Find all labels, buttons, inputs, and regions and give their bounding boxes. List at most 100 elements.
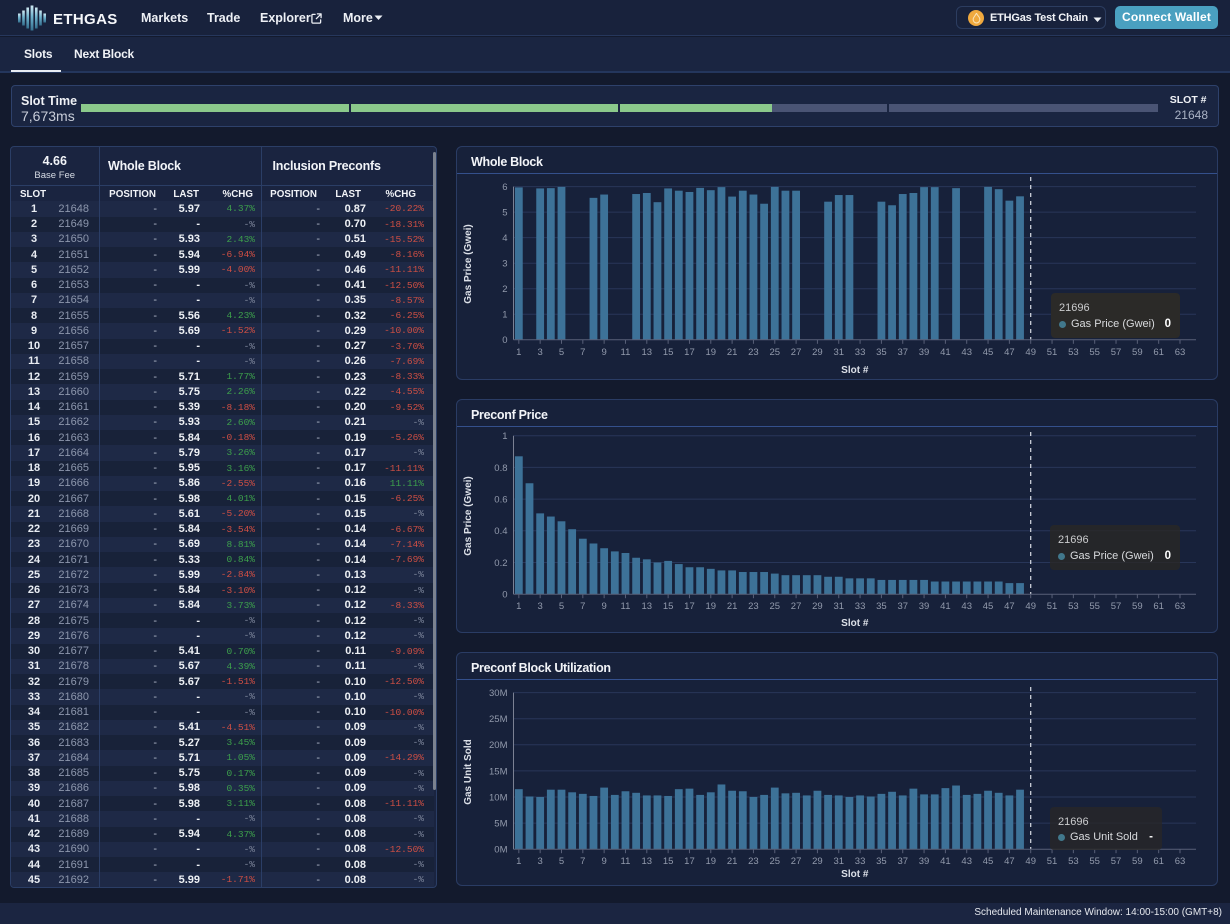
svg-text:47: 47 [1004,601,1015,612]
svg-text:15: 15 [663,601,674,612]
svg-text:55: 55 [1089,347,1100,358]
svg-text:11: 11 [621,856,631,867]
svg-text:31: 31 [833,347,844,358]
svg-text:11: 11 [621,601,631,612]
svg-text:3: 3 [538,347,543,358]
svg-text:29: 29 [812,856,823,867]
svg-text:9: 9 [601,347,606,358]
svg-text:41: 41 [940,601,951,612]
svg-text:5: 5 [502,208,507,219]
svg-text:25: 25 [769,601,780,612]
svg-text:33: 33 [855,601,866,612]
svg-text:21: 21 [727,601,738,612]
svg-text:5: 5 [559,347,564,358]
svg-text:63: 63 [1175,856,1186,867]
svg-text:1: 1 [516,601,521,612]
svg-text:31: 31 [833,856,844,867]
svg-text:19: 19 [706,347,717,358]
svg-text:61: 61 [1153,347,1164,358]
svg-text:7: 7 [580,856,585,867]
svg-text:0: 0 [502,335,507,346]
svg-text:21: 21 [727,856,738,867]
svg-text:1: 1 [516,856,521,867]
svg-text:63: 63 [1175,601,1186,612]
svg-text:33: 33 [855,347,866,358]
svg-text:23: 23 [748,601,759,612]
svg-text:4: 4 [502,233,507,244]
svg-text:15: 15 [663,347,674,358]
svg-text:45: 45 [983,856,994,867]
svg-text:49: 49 [1025,856,1036,867]
svg-text:45: 45 [983,601,994,612]
svg-text:35: 35 [876,347,887,358]
svg-text:43: 43 [961,601,972,612]
svg-text:20M: 20M [489,740,508,751]
svg-text:3: 3 [538,601,543,612]
svg-text:55: 55 [1089,856,1100,867]
svg-text:25M: 25M [489,714,508,725]
svg-text:11: 11 [621,347,631,358]
svg-text:59: 59 [1132,856,1143,867]
svg-text:39: 39 [919,601,930,612]
svg-text:43: 43 [961,856,972,867]
svg-text:55: 55 [1089,601,1100,612]
svg-text:41: 41 [940,856,951,867]
svg-text:15M: 15M [489,766,508,777]
svg-text:5: 5 [559,601,564,612]
svg-text:57: 57 [1111,601,1122,612]
svg-text:17: 17 [684,856,695,867]
svg-text:23: 23 [748,856,759,867]
svg-text:59: 59 [1132,347,1143,358]
svg-text:19: 19 [706,856,717,867]
svg-text:19: 19 [706,601,717,612]
svg-text:47: 47 [1004,347,1015,358]
svg-text:57: 57 [1111,347,1122,358]
svg-text:13: 13 [642,856,653,867]
svg-text:Gas Unit Sold: Gas Unit Sold [463,739,474,805]
svg-text:25: 25 [769,856,780,867]
svg-text:29: 29 [812,347,823,358]
svg-text:2: 2 [502,284,507,295]
svg-text:63: 63 [1175,347,1186,358]
svg-text:0.2: 0.2 [494,558,507,569]
svg-text:13: 13 [642,601,653,612]
svg-text:Slot #: Slot # [841,869,869,880]
svg-text:0: 0 [502,590,507,601]
svg-text:Slot #: Slot # [841,618,869,629]
svg-text:37: 37 [897,856,908,867]
svg-text:Slot #: Slot # [841,365,869,376]
svg-text:13: 13 [642,347,653,358]
svg-text:23: 23 [748,347,759,358]
svg-text:5M: 5M [494,819,507,830]
svg-text:53: 53 [1068,856,1079,867]
svg-text:59: 59 [1132,601,1143,612]
svg-text:35: 35 [876,601,887,612]
svg-text:Gas Price (Gwei): Gas Price (Gwei) [463,224,474,303]
svg-text:51: 51 [1047,601,1058,612]
svg-text:35: 35 [876,856,887,867]
svg-text:49: 49 [1025,601,1036,612]
svg-text:1: 1 [516,347,521,358]
svg-text:0M: 0M [494,845,507,856]
svg-text:9: 9 [601,856,606,867]
svg-text:15: 15 [663,856,674,867]
svg-text:30M: 30M [489,688,508,699]
svg-text:33: 33 [855,856,866,867]
svg-text:9: 9 [601,601,606,612]
svg-text:29: 29 [812,601,823,612]
svg-text:0.6: 0.6 [494,495,507,506]
svg-text:61: 61 [1153,601,1164,612]
svg-text:39: 39 [919,856,930,867]
svg-text:10M: 10M [489,792,508,803]
svg-text:47: 47 [1004,856,1015,867]
svg-text:25: 25 [769,347,780,358]
svg-text:53: 53 [1068,347,1079,358]
svg-text:45: 45 [983,347,994,358]
svg-text:51: 51 [1047,347,1058,358]
svg-text:49: 49 [1025,347,1036,358]
svg-text:17: 17 [684,601,695,612]
svg-text:39: 39 [919,347,930,358]
svg-text:17: 17 [684,347,695,358]
svg-text:27: 27 [791,601,802,612]
svg-text:1: 1 [502,431,507,442]
